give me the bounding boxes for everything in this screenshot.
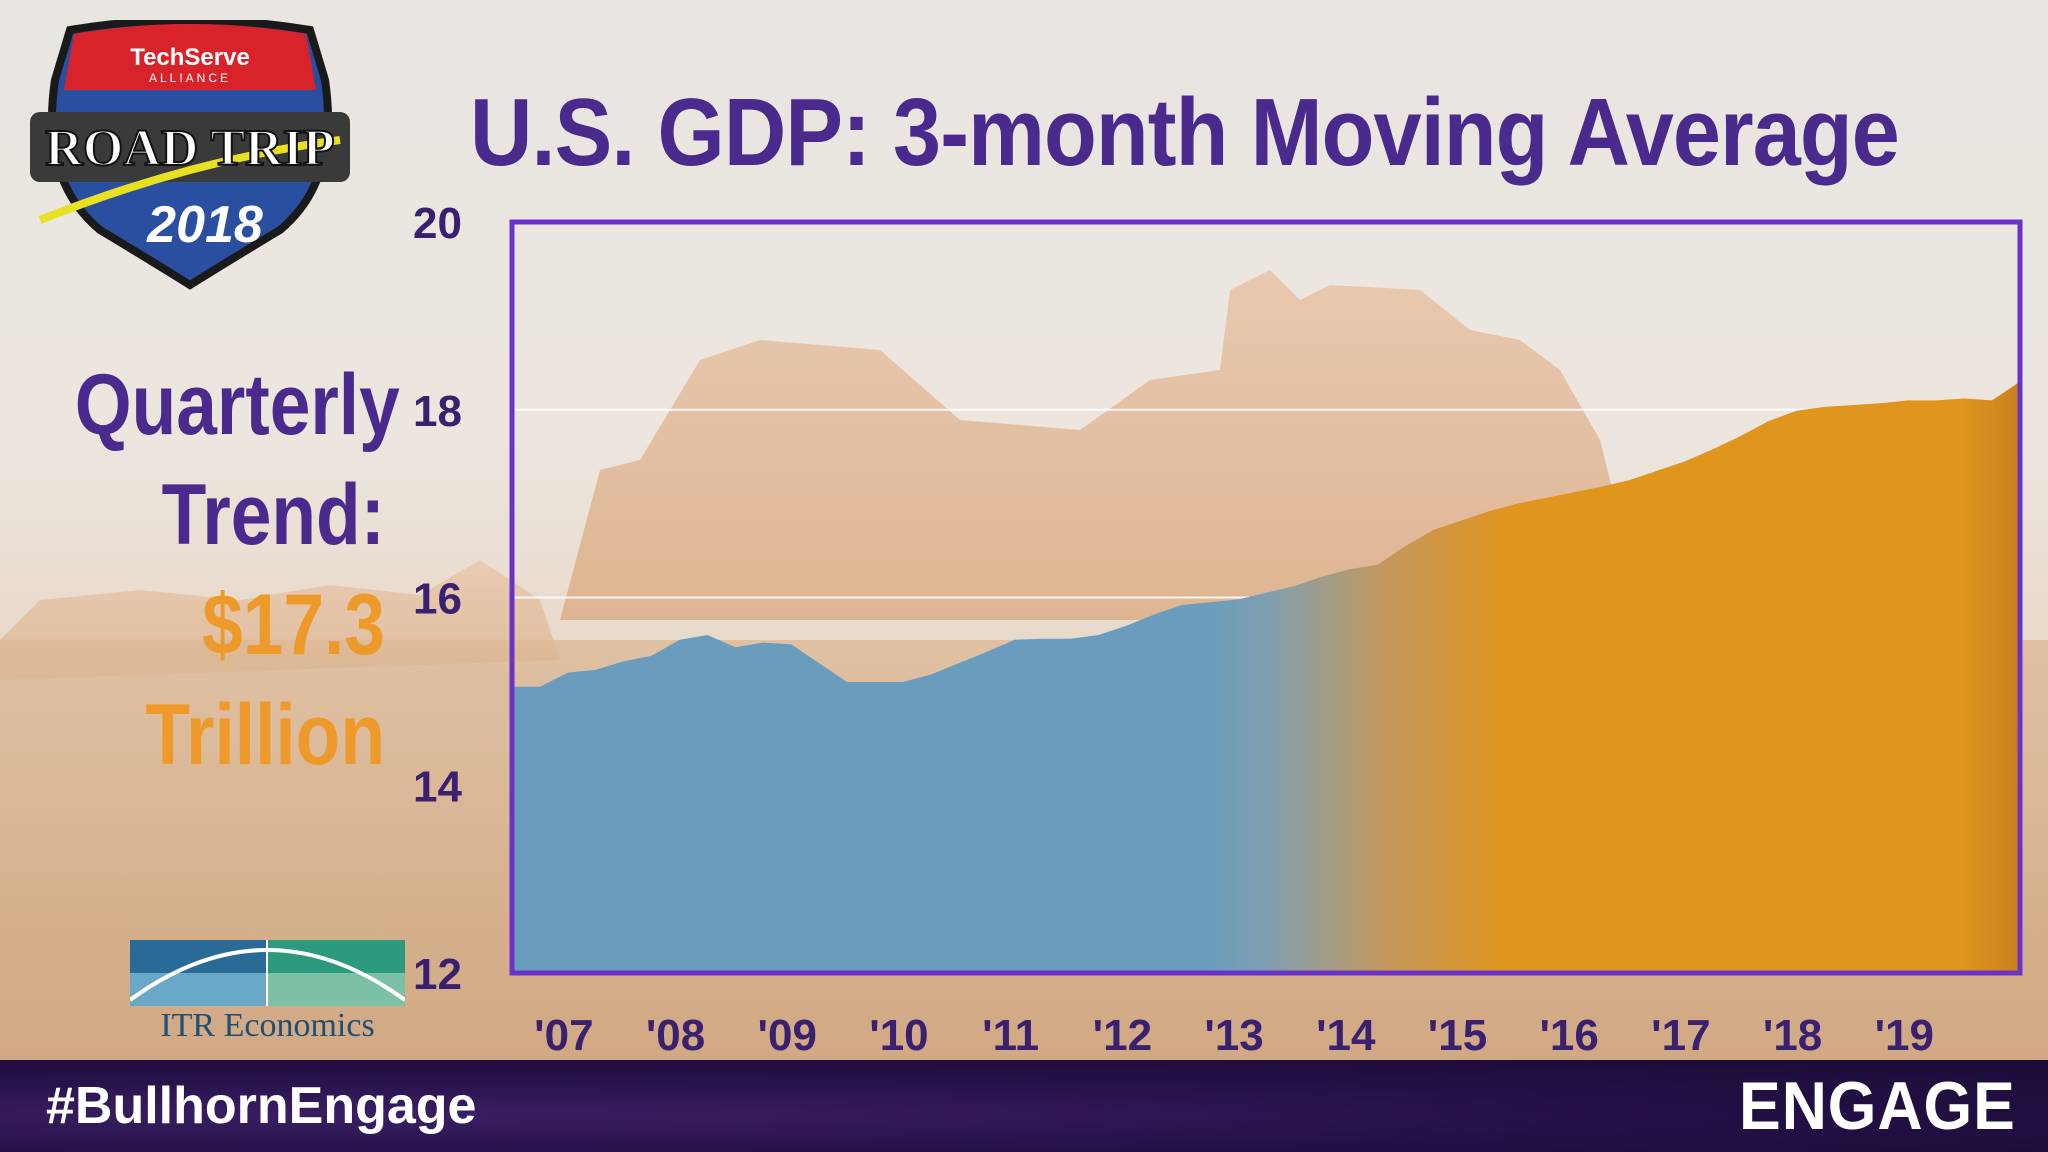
trend-value: $17.3 bbox=[202, 577, 385, 673]
logo-brand-text: TechServe bbox=[130, 44, 250, 71]
y-tick-label: 12 bbox=[413, 950, 462, 999]
logo-banner bbox=[30, 112, 350, 182]
x-tick-label: '17 bbox=[1651, 1011, 1710, 1060]
y-tick-label: 14 bbox=[413, 762, 462, 811]
itr-mark-icon bbox=[128, 940, 407, 1006]
page-title: U.S. GDP: 3-month Moving Average bbox=[470, 79, 1900, 186]
trend-unit: Trillion bbox=[145, 687, 385, 783]
gdp-area-series bbox=[512, 381, 2020, 974]
x-tick-label: '19 bbox=[1875, 1011, 1934, 1060]
logo-name-text: ROAD TRIP bbox=[45, 120, 334, 177]
plot-frame bbox=[509, 219, 2023, 976]
footer-bar: #BullhornEngage ENGAGE bbox=[0, 1060, 2048, 1152]
itr-logo-name: ITR Economics bbox=[160, 1007, 375, 1044]
x-axis-ticks: '07 '08 '09 '10 '11 '12 '13 '14 '15 '16 '17 '18 '19 bbox=[534, 1011, 1934, 1060]
shield-red-top-icon bbox=[64, 24, 316, 90]
logo-year-text: 2018 bbox=[146, 196, 263, 254]
x-tick-label: '18 bbox=[1763, 1011, 1822, 1060]
itr-economics-logo: ITR Economics bbox=[128, 940, 407, 1045]
x-tick-label: '08 bbox=[646, 1011, 705, 1060]
trend-label-line-1: Quarterly bbox=[74, 357, 400, 453]
x-tick-label: '11 bbox=[982, 1011, 1039, 1060]
logo-sub-text: ALLIANCE bbox=[149, 71, 231, 85]
hashtag-text: #BullhornEngage bbox=[46, 1077, 477, 1135]
x-tick-label: '09 bbox=[758, 1011, 817, 1060]
y-tick-label: 18 bbox=[413, 387, 462, 436]
x-tick-label: '15 bbox=[1428, 1011, 1487, 1060]
x-tick-label: '12 bbox=[1093, 1011, 1152, 1060]
x-tick-label: '16 bbox=[1539, 1011, 1598, 1060]
y-axis-ticks: 20 18 16 14 12 bbox=[413, 199, 462, 999]
trend-callout: Quarterly Trend: $17.3 Trillion bbox=[20, 350, 400, 790]
roadtrip-logo: TechServe ALLIANCE ROAD TRIP 2018 bbox=[30, 20, 350, 290]
y-tick-label: 16 bbox=[413, 575, 462, 624]
road-stripe-icon bbox=[38, 136, 341, 224]
x-tick-label: '07 bbox=[534, 1011, 593, 1060]
trend-label-line-2: Trend: bbox=[161, 467, 385, 563]
x-tick-label: '13 bbox=[1204, 1011, 1263, 1060]
x-tick-label: '10 bbox=[869, 1011, 928, 1060]
engage-logo: ENGAGE bbox=[1739, 1068, 2016, 1144]
x-tick-label: '14 bbox=[1316, 1011, 1376, 1060]
rock-formation bbox=[560, 270, 1640, 620]
y-tick-label: 20 bbox=[413, 199, 462, 248]
